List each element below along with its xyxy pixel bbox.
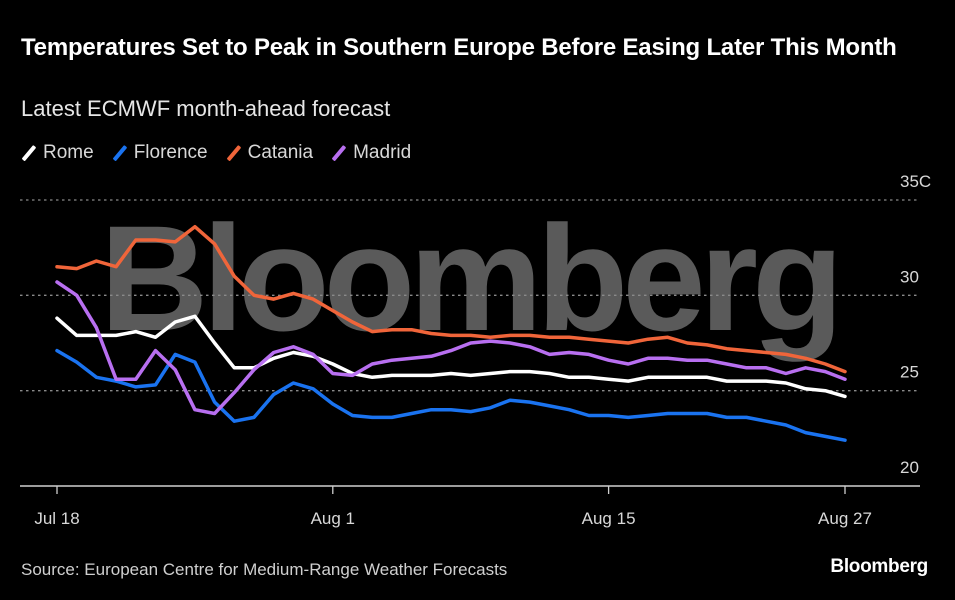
legend-label-rome: Rome [43, 142, 94, 163]
y-tick-label: 20 [900, 458, 919, 477]
legend-label-florence: Florence [133, 142, 208, 163]
bloomberg-logo: Bloomberg [830, 556, 928, 577]
legend-label-catania: Catania [247, 142, 314, 163]
series-line-catania [55, 224, 847, 374]
y-tick-label: 30 [900, 267, 919, 286]
legend-item-catania: Catania [226, 142, 314, 164]
x-tick-label: Aug 1 [311, 509, 355, 528]
legend-item-madrid: Madrid [331, 142, 411, 164]
x-tick-label: Aug 15 [582, 509, 636, 528]
series-line-madrid [55, 280, 847, 416]
legend-item-florence: Florence [112, 142, 208, 164]
x-tick-label: Jul 18 [34, 509, 79, 528]
chart-title: Temperatures Set to Peak in Southern Eur… [21, 34, 897, 61]
source-note: Source: European Centre for Medium-Range… [21, 560, 508, 579]
legend-item-rome: Rome [21, 142, 94, 164]
y-tick-label: 25 [900, 363, 919, 382]
series-line-florence [55, 348, 847, 442]
x-tick-label: Aug 27 [818, 509, 872, 528]
series-line-rome [55, 314, 847, 399]
chart-subtitle: Latest ECMWF month-ahead forecast [21, 96, 391, 121]
legend-label-madrid: Madrid [353, 142, 412, 163]
y-tick-label: 35C [900, 172, 931, 191]
legend: Rome Florence Catania Madrid [21, 142, 411, 164]
